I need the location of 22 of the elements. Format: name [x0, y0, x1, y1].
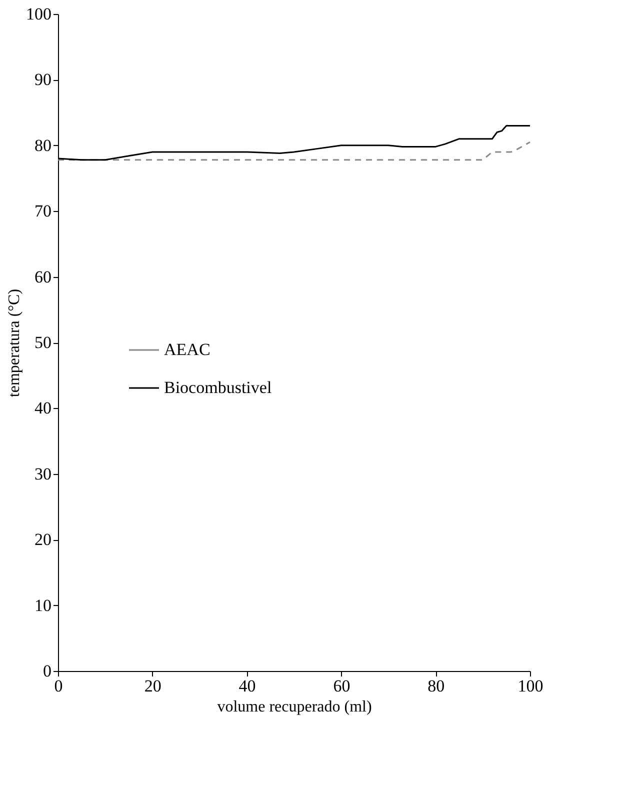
y-tick-label: 10	[34, 596, 52, 615]
x-tick-label: 40	[238, 676, 256, 696]
y-tick-label: 50	[34, 333, 52, 352]
x-tick-label: 20	[144, 676, 162, 696]
y-tick-label: 20	[34, 530, 52, 550]
y-tick-label: 30	[34, 464, 52, 484]
y-tick-label: 60	[34, 267, 52, 286]
legend-label: Biocombustivel	[164, 378, 272, 397]
y-tick-label: 100	[26, 4, 52, 24]
y-tick-label: 0	[43, 662, 52, 680]
x-tick-label: 100	[518, 676, 544, 696]
y-tick-label: 80	[34, 136, 52, 155]
y-axis-title: temperatura (°C)	[6, 288, 23, 398]
x-tick-label: 0	[54, 676, 63, 696]
x-tick-label: 80	[428, 676, 445, 696]
legend-label: AEAC	[164, 340, 210, 359]
x-axis-title: volume recuperado (ml)	[217, 698, 372, 716]
x-tick-label: 60	[333, 676, 350, 696]
line-series	[57, 141, 531, 161]
y-tick-label: 90	[34, 70, 52, 90]
y-tick-label: 40	[34, 398, 52, 418]
y-tick-label: 70	[34, 202, 52, 221]
